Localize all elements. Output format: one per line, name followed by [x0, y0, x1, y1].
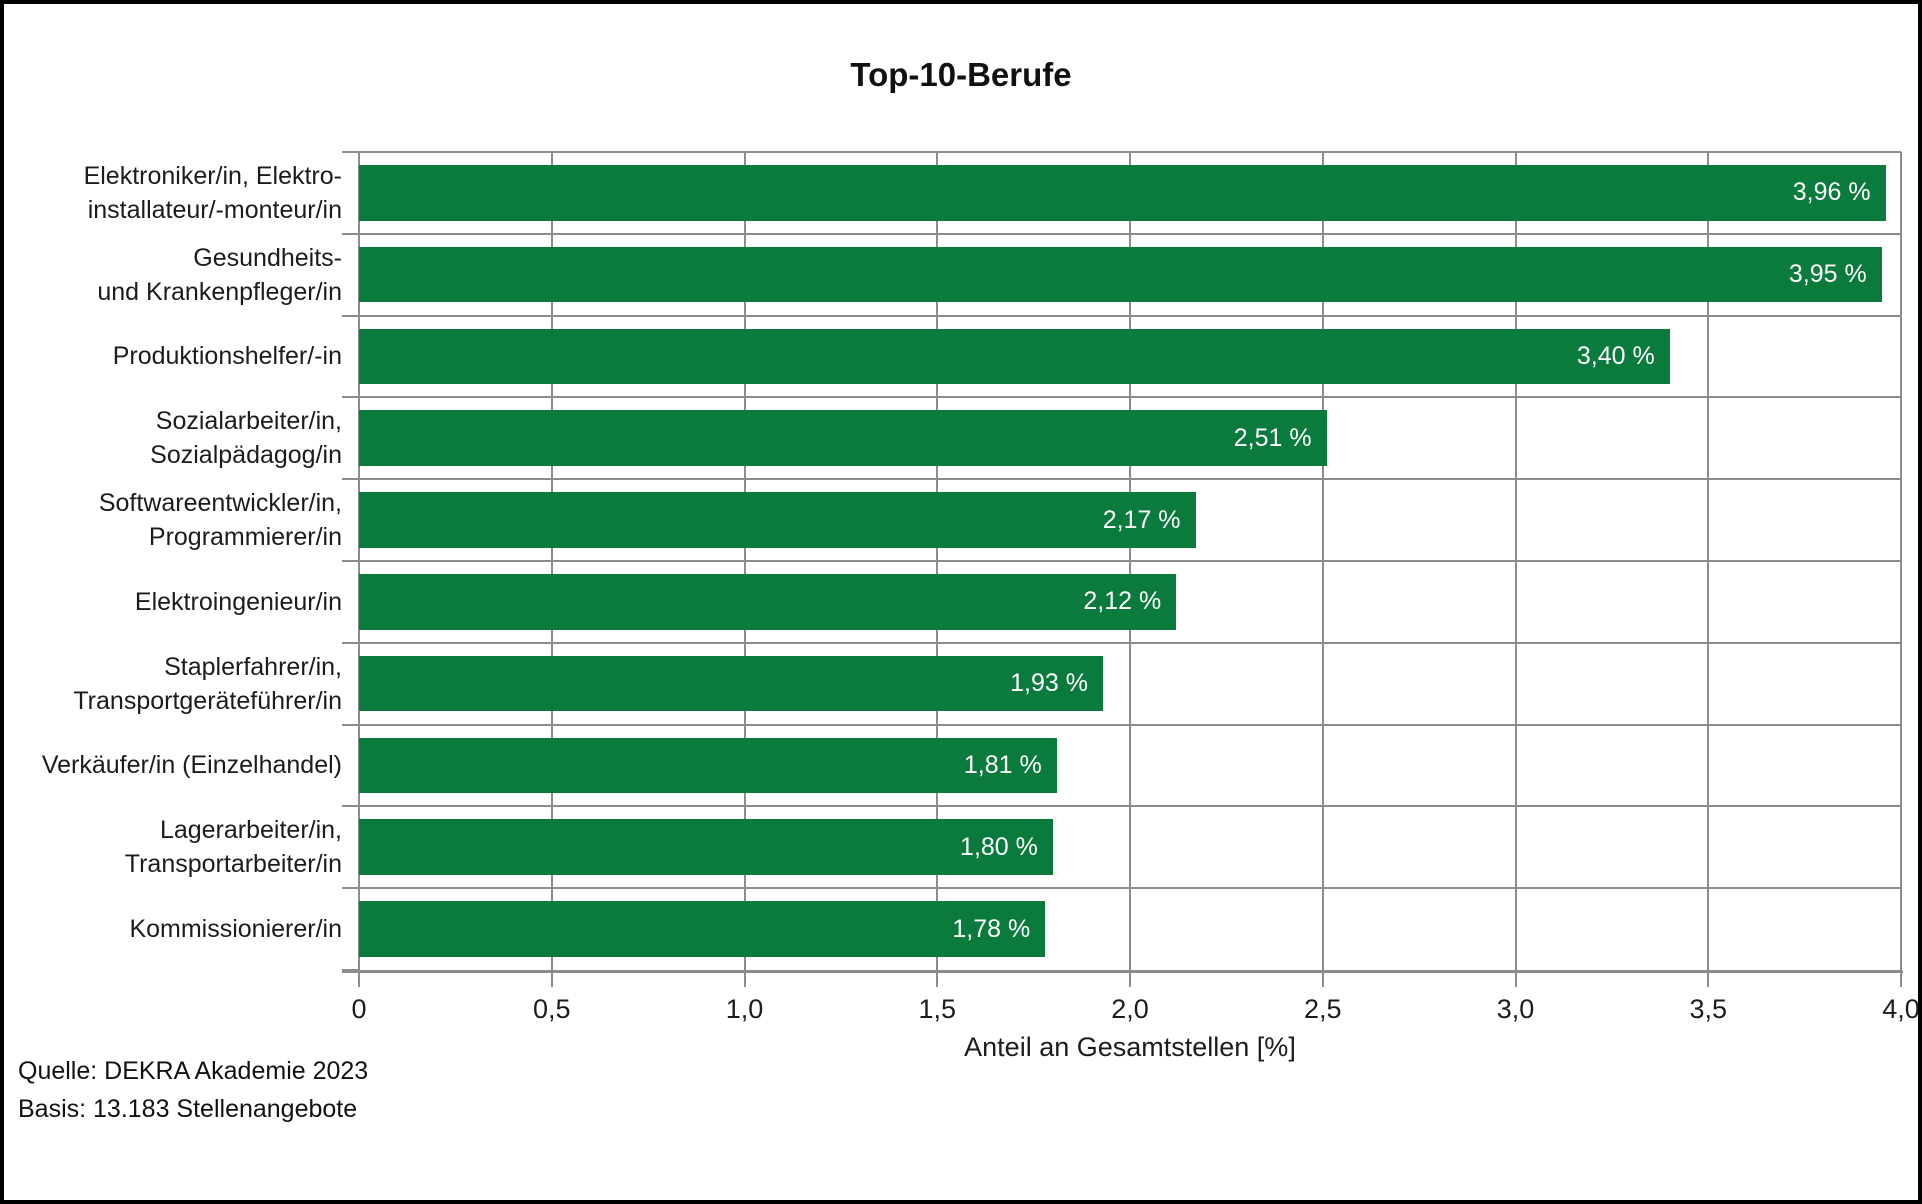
category-label: Lagerarbeiter/in, Transportarbeiter/in — [124, 816, 342, 879]
category-tick — [342, 560, 359, 562]
source-note: Quelle: DEKRA Akademie 2023 — [18, 1057, 369, 1085]
bar-row: 2,51 % — [359, 397, 1901, 479]
basis-note: Basis: 13.183 Stellenangebote — [18, 1095, 358, 1123]
x-axis-tick-label: 3,0 — [1496, 994, 1535, 1024]
bar-row: 3,96 % — [359, 152, 1901, 234]
x-axis-tick — [936, 970, 939, 987]
category-tick — [342, 151, 359, 153]
x-axis-tick — [1129, 970, 1131, 987]
category-label: Kommissionierer/in — [129, 915, 342, 944]
row-divider — [359, 314, 1901, 317]
bar-value-label: 3,96 % — [1792, 178, 1871, 207]
category-tick — [342, 478, 359, 481]
category-tick — [342, 969, 359, 971]
category-label: Produktionshelfer/-in — [112, 342, 342, 371]
bar: 1,80 % — [359, 819, 1053, 876]
x-axis-tick-label: 0,5 — [532, 994, 571, 1024]
bar-row: 1,93 % — [359, 643, 1901, 725]
bar: 1,93 % — [359, 655, 1103, 712]
x-axis-tick — [550, 970, 553, 987]
category-label: Elektroniker/in, Elektro- installateur/-… — [83, 161, 342, 224]
row-divider — [359, 723, 1901, 726]
category-label: Gesundheits- und Krankenpfleger/in — [97, 243, 342, 306]
x-axis-tick-label: 4,0 — [1882, 994, 1920, 1024]
row-divider — [359, 232, 1901, 235]
bar-row: 1,80 % — [359, 806, 1901, 888]
bar-value-label: 3,40 % — [1576, 341, 1655, 370]
bar-value-label: 2,12 % — [1083, 587, 1162, 616]
bar: 1,78 % — [359, 901, 1046, 957]
row-divider — [359, 641, 1901, 644]
x-axis-tick-label: 1,0 — [725, 994, 764, 1024]
bar: 3,40 % — [359, 328, 1670, 385]
category-tick — [342, 232, 359, 235]
bar: 3,95 % — [359, 246, 1882, 303]
vertical-gridline — [1900, 152, 1902, 970]
row-divider — [359, 396, 1901, 399]
bar-value-label: 3,95 % — [1788, 260, 1867, 289]
bar-row: 3,40 % — [359, 316, 1901, 398]
x-axis-tick — [358, 970, 360, 987]
x-axis-tick — [1321, 970, 1324, 987]
category-tick — [342, 887, 359, 890]
bar-value-label: 1,78 % — [952, 914, 1031, 943]
category-label: Softwareentwickler/in, Programmierer/in — [98, 489, 342, 552]
bar-value-label: 1,80 % — [960, 832, 1038, 861]
x-axis-line — [342, 970, 1903, 973]
category-label: Sozialarbeiter/in, Sozialpädagog/in — [150, 407, 342, 470]
bar-row: 1,78 % — [359, 888, 1901, 970]
bar: 3,96 % — [359, 165, 1886, 221]
bar: 1,81 % — [359, 737, 1057, 794]
bar-row: 2,12 % — [359, 561, 1901, 643]
category-tick — [342, 396, 359, 399]
x-axis-tick-label: 3,5 — [1689, 994, 1728, 1024]
x-axis-tick-label: 2,5 — [1303, 994, 1342, 1024]
category-tick — [342, 314, 359, 317]
bar: 2,51 % — [359, 410, 1327, 467]
bar: 2,12 % — [359, 574, 1177, 630]
category-axis: Elektroniker/in, Elektro- installateur/-… — [4, 152, 342, 970]
x-axis-tick-label: 1,5 — [918, 994, 957, 1024]
plot-area: 3,96 % 3,95 % 3,40 % 2,51 % 2,17 % 2,12 % 1,93… — [342, 151, 1918, 1024]
category-tick — [342, 641, 359, 644]
bar-row: 1,81 % — [359, 725, 1901, 807]
bar-value-label: 2,17 % — [1102, 505, 1181, 534]
category-tick — [342, 723, 359, 726]
x-axis-tick-label: 0 — [351, 994, 367, 1024]
bar-value-label: 1,81 % — [963, 750, 1042, 779]
row-divider — [359, 478, 1901, 481]
x-axis-tick-label: 2,0 — [1111, 994, 1149, 1024]
chart-title: Top-10-Berufe — [850, 56, 1072, 93]
x-axis-tick — [1707, 970, 1710, 987]
x-axis-tick — [743, 970, 746, 987]
category-label: Staplerfahrer/in, Transportgeräteführer/… — [73, 652, 342, 715]
row-divider — [359, 151, 1901, 153]
row-divider — [359, 887, 1901, 890]
bar-row: 3,95 % — [359, 234, 1901, 316]
category-label: Elektroingenieur/in — [134, 587, 342, 616]
category-tick — [342, 805, 359, 808]
row-divider — [359, 560, 1901, 562]
bar-row: 2,17 % — [359, 479, 1901, 561]
category-label: Verkäufer/in (Einzelhandel) — [41, 751, 342, 780]
x-axis-tick — [1900, 970, 1902, 987]
footer-note: Quelle: DEKRA Akademie 2023 Basis: 13.18… — [18, 1052, 368, 1128]
bar: 2,17 % — [359, 492, 1196, 548]
x-axis-title: Anteil an Gesamtstellen [%] — [964, 1032, 1296, 1062]
x-axis-tick — [1514, 970, 1517, 987]
row-divider — [359, 805, 1901, 808]
bar-value-label: 2,51 % — [1233, 423, 1312, 452]
bar-value-label: 1,93 % — [1010, 669, 1088, 698]
